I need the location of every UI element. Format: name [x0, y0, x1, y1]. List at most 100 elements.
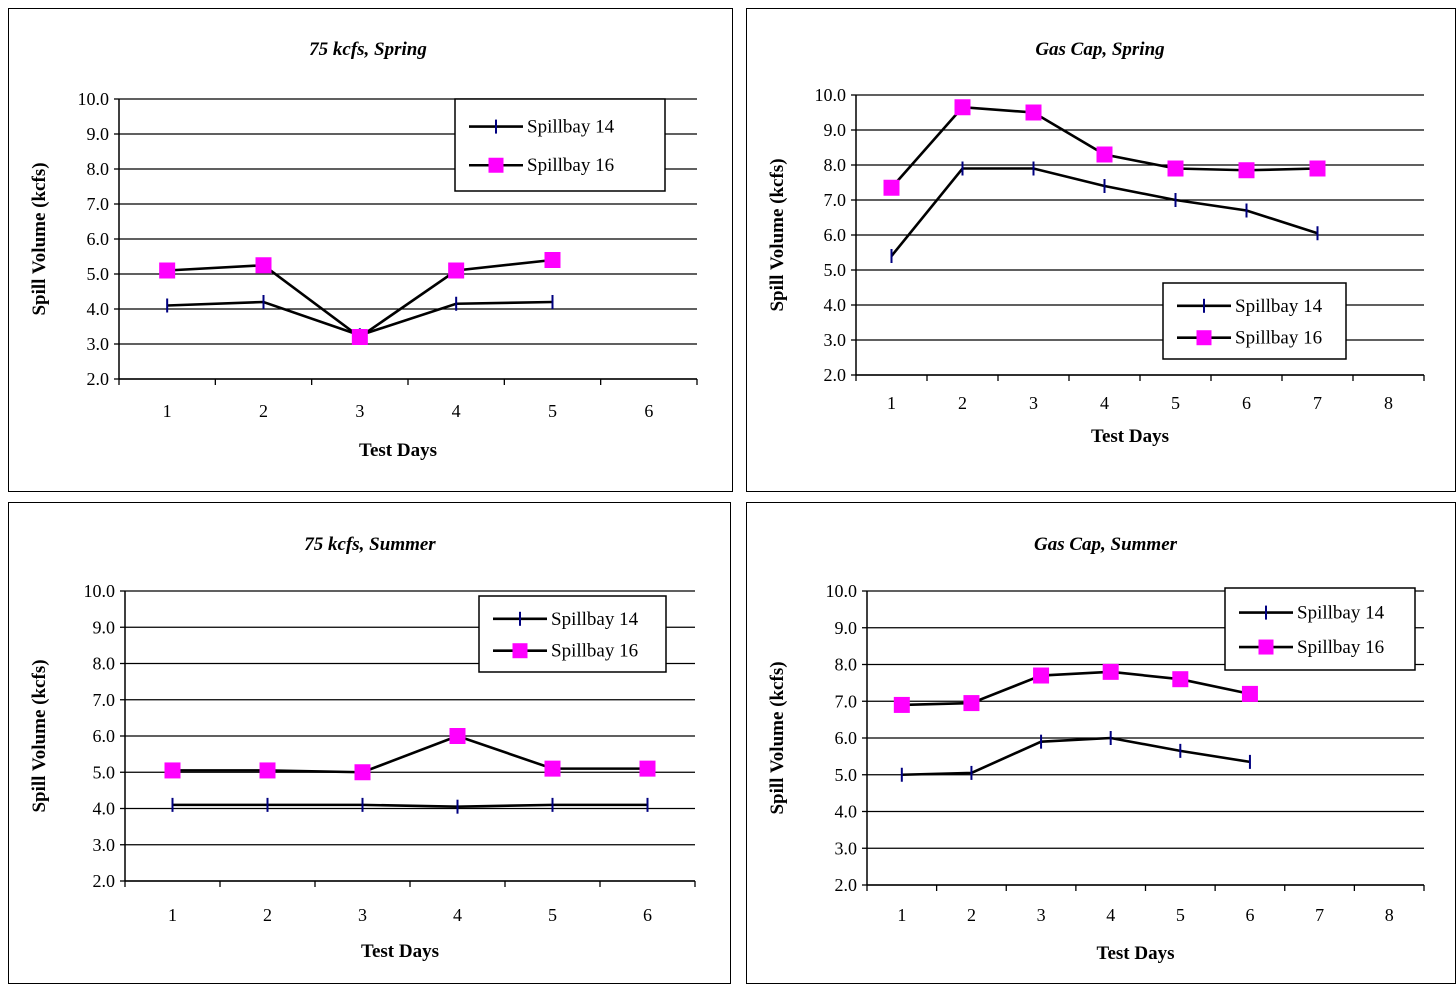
y-tick-label: 7.0 [835, 691, 858, 711]
x-tick-label: 1 [897, 905, 906, 925]
x-tick-label: 6 [1245, 905, 1254, 925]
y-tick-label: 3.0 [93, 835, 116, 855]
legend-label: Spillbay 14 [1297, 603, 1385, 624]
data-point-square [544, 252, 561, 268]
legend: Spillbay 14 Spillbay 16 [1224, 587, 1416, 671]
chart-panel-gascap-spring: Gas Cap, Spring 2.0 3.0 4.0 5.0 6.0 7.0 8.0 9.0 1… [746, 8, 1456, 492]
x-tick-label: 7 [1315, 905, 1324, 925]
x-tick-label: 5 [548, 905, 557, 925]
y-tick-label: 4.0 [824, 295, 847, 315]
legend-label: Spillbay 14 [551, 609, 639, 630]
y-tick-label: 9.0 [835, 618, 858, 638]
y-tick-label: 7.0 [93, 690, 116, 710]
legend-marker-square [1258, 639, 1274, 655]
data-point-square [1096, 146, 1113, 163]
series-line-spillbay-16 [901, 670, 1251, 707]
y-tick-label: 6.0 [835, 728, 858, 748]
chart-panel-75kcfs-spring: 75 kcfs, Spring 2.0 3.0 4.0 5.0 6.0 7.0 8.0 9.0 1… [8, 8, 733, 492]
data-point-square [1102, 663, 1119, 680]
series-line-spillbay-16 [167, 258, 553, 339]
y-tick-label: 4.0 [93, 799, 116, 819]
legend-marker-square [512, 643, 528, 659]
y-tick-label: 6.0 [93, 726, 116, 746]
x-tick-label: 1 [163, 401, 172, 421]
data-point-square [449, 728, 466, 744]
x-tick-label: 4 [453, 905, 462, 925]
legend-marker-square [488, 157, 504, 173]
data-point-square [255, 257, 272, 274]
y-tick-label: 10.0 [78, 89, 110, 109]
legend-marker-square [1196, 330, 1212, 346]
y-tick-label: 5.0 [824, 260, 847, 280]
y-tick-label: 8.0 [824, 155, 847, 175]
legend-box [1224, 587, 1416, 671]
data-point-square [639, 760, 656, 777]
x-tick-label: 4 [1100, 393, 1109, 413]
x-tick-label: 2 [958, 393, 967, 413]
chart-panel-gascap-summer: Gas Cap, Summer 2.0 3.0 4.0 5.0 6.0 7.0 8.0 9.0 1… [746, 502, 1456, 984]
chart-panel-75kcfs-summer: 75 kcfs, Summer 2.0 3.0 4.0 5.0 6.0 7.0 8.0 9.0 1… [8, 502, 731, 984]
legend: Spillbay 14 Spillbay 16 [478, 595, 667, 673]
y-tick-label: 8.0 [835, 655, 858, 675]
y-axis-label: Spill Volume (kcfs) [767, 661, 788, 814]
chart-svg: Gas Cap, Spring 2.0 3.0 4.0 5.0 6.0 7.0 8.0 9.0 1… [767, 39, 1425, 447]
x-tick-label: 4 [1106, 905, 1115, 925]
y-tick-label: 8.0 [87, 159, 110, 179]
y-tick-label: 5.0 [835, 765, 858, 785]
y-tick-label: 5.0 [87, 264, 110, 284]
y-tick-label: 8.0 [93, 654, 116, 674]
legend: Spillbay 14 Spillbay 16 [454, 98, 666, 192]
y-tick-label: 3.0 [835, 838, 858, 858]
y-axis-label: Spill Volume (kcfs) [767, 158, 788, 311]
x-tick-label: 2 [967, 905, 976, 925]
y-tick-label: 5.0 [93, 762, 116, 782]
data-point-square [1033, 667, 1050, 684]
data-point-square [448, 262, 465, 279]
x-axis-label: Test Days [1097, 943, 1175, 964]
y-tick-label: 10.0 [815, 85, 847, 105]
y-tick-label: 2.0 [824, 365, 847, 385]
y-tick-label: 9.0 [824, 120, 847, 140]
data-point-square [893, 696, 910, 713]
data-point-square [1238, 162, 1255, 179]
data-point-square [1241, 685, 1258, 702]
legend-box [1162, 282, 1347, 360]
data-point-square [164, 762, 181, 779]
x-tick-label: 5 [1171, 393, 1180, 413]
y-tick-label: 7.0 [87, 194, 110, 214]
data-point-square [1309, 160, 1326, 177]
x-axis-label: Test Days [1091, 426, 1169, 447]
data-point-square [1172, 671, 1189, 688]
y-tick-label: 3.0 [87, 334, 110, 354]
series-line-spillbay-16 [172, 734, 648, 774]
data-point-square [963, 695, 980, 712]
y-tick-label: 4.0 [87, 299, 110, 319]
y-tick-label: 10.0 [826, 581, 858, 601]
y-tick-label: 6.0 [824, 225, 847, 245]
y-tick-label: 9.0 [93, 617, 116, 637]
x-tick-label: 8 [1385, 905, 1394, 925]
x-tick-label: 3 [355, 401, 364, 421]
x-tick-label: 2 [263, 905, 272, 925]
y-tick-label: 7.0 [824, 190, 847, 210]
legend-box [478, 595, 667, 673]
y-axis-label: Spill Volume (kcfs) [29, 659, 50, 812]
x-tick-label: 1 [168, 905, 177, 925]
y-tick-label: 3.0 [824, 330, 847, 350]
x-tick-label: 1 [887, 393, 896, 413]
y-tick-label: 6.0 [87, 229, 110, 249]
series-line-spillbay-14 [901, 736, 1251, 777]
data-point-square [1167, 160, 1184, 177]
legend-label: Spillbay 16 [551, 641, 638, 662]
data-point-square [354, 764, 371, 781]
y-tick-label: 4.0 [835, 802, 858, 822]
y-axis-label: Spill Volume (kcfs) [29, 162, 50, 315]
x-tick-label: 5 [548, 401, 557, 421]
data-point-square [883, 179, 900, 196]
data-point-square [259, 762, 276, 779]
legend-label: Spillbay 16 [1297, 637, 1384, 658]
x-tick-label: 4 [452, 401, 461, 421]
chart-svg: 75 kcfs, Spring 2.0 3.0 4.0 5.0 6.0 7.0 8.0 9.0 1… [29, 39, 698, 461]
series-line-spillbay-14 [172, 803, 648, 808]
x-tick-label: 3 [1029, 393, 1038, 413]
